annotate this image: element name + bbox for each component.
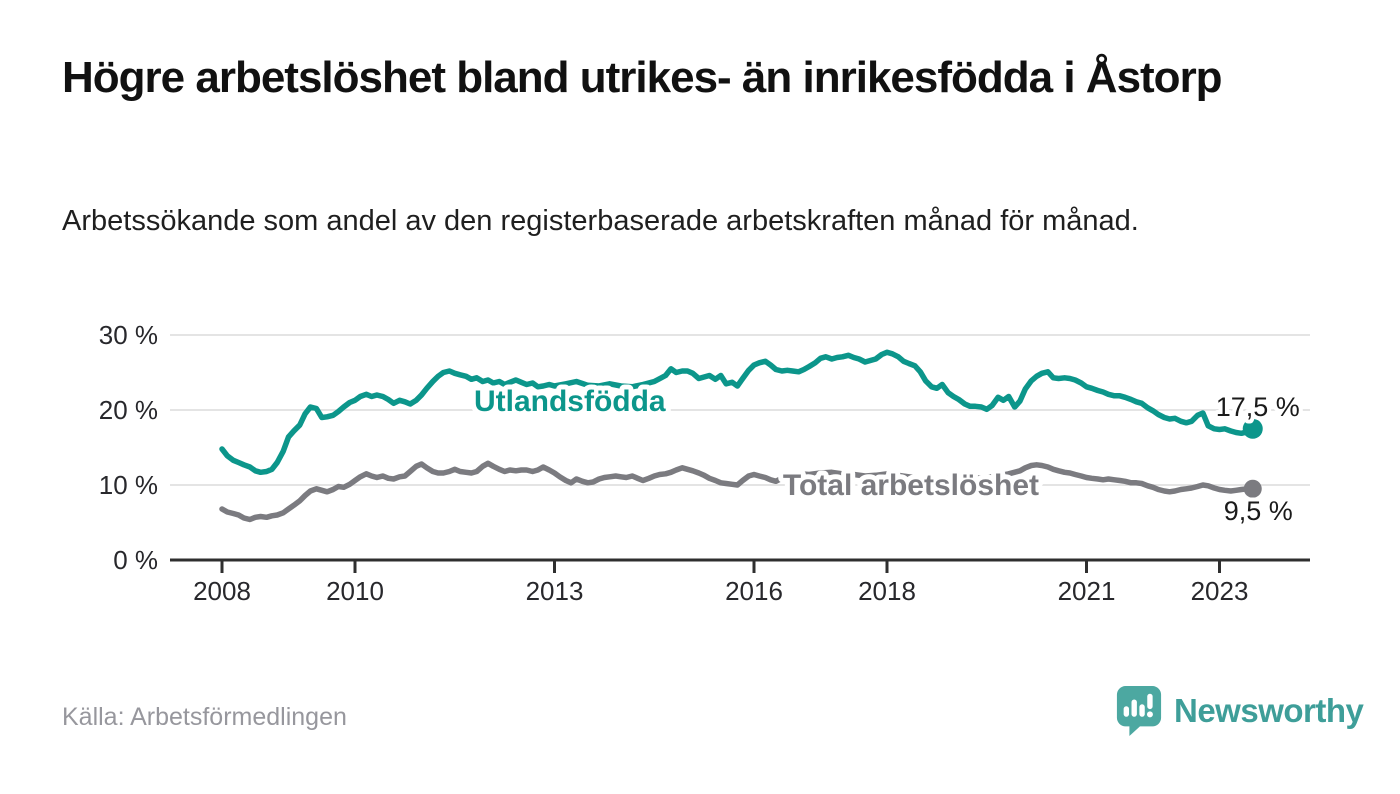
x-axis-label-2013: 2013 [526,576,584,606]
x-axis-label-2008: 2008 [193,576,251,606]
y-axis-label-20: 20 % [99,395,158,425]
x-axis-label-2010: 2010 [326,576,384,606]
end-value-utlandsf-dda: 17,5 % [1216,392,1300,422]
y-axis-label-10: 10 % [99,470,158,500]
series-label-total-arbetsl-shet: Total arbetslöshet [783,469,1039,502]
series-line-utlandsf-dda [219,349,1256,476]
x-axis-label-2023: 2023 [1191,576,1249,606]
source-note: Källa: Arbetsförmedlingen [62,703,347,731]
series-line-total-arbetsl-shet [219,460,1256,523]
page-title: Högre arbetslöshet bland utrikes- än inr… [62,53,1223,102]
end-value-total-arbetsl-shet: 9,5 % [1224,496,1293,526]
newsworthy-logo: Newsworthy [1115,684,1364,738]
y-axis-label-30: 30 % [99,320,158,350]
end-dot-total-arbetsl-shet [1243,479,1262,498]
series-label-utlandsf-dda: Utlandsfödda [474,385,666,418]
newsworthy-logo-text: Newsworthy [1174,692,1364,729]
x-axis-label-2018: 2018 [858,576,916,606]
end-dot-utlandsf-dda [1242,418,1263,439]
x-axis-label-2016: 2016 [725,576,783,606]
chart-subtitle: Arbetssökande som andel av den registerb… [62,205,1139,237]
y-axis-label-0: 0 % [113,545,158,575]
x-axis-label-2021: 2021 [1058,576,1116,606]
newsworthy-bubble-chart-icon [1116,686,1162,736]
